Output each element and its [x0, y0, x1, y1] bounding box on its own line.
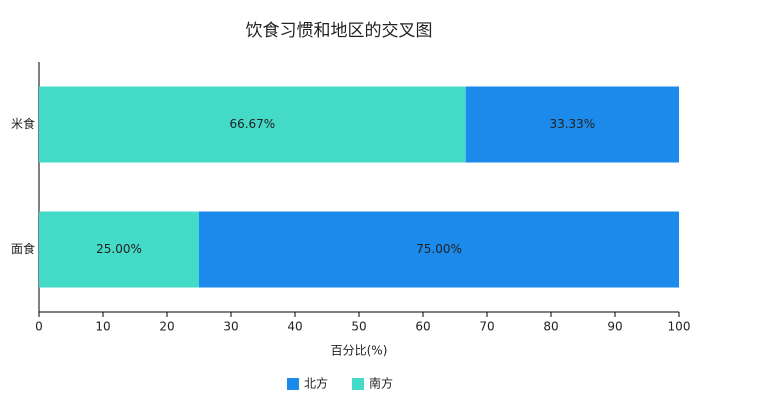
x-tick-label: 70: [479, 320, 494, 334]
x-tick-label: 100: [668, 320, 691, 334]
legend-swatch: [287, 378, 299, 390]
x-tick-label: 90: [607, 320, 622, 334]
data-label: 66.67%: [229, 117, 275, 131]
x-tick-label: 80: [543, 320, 558, 334]
x-tick-label: 0: [35, 320, 43, 334]
x-tick-label: 20: [159, 320, 174, 334]
legend-label: 北方: [304, 376, 328, 391]
legend-swatch: [352, 378, 364, 390]
x-axis-label: 百分比(%): [331, 344, 388, 358]
x-tick-label: 40: [287, 320, 302, 334]
data-label: 25.00%: [96, 242, 142, 256]
bar-segment: [39, 211, 199, 288]
bar-segment: [39, 86, 466, 163]
data-label: 33.33%: [549, 117, 595, 131]
x-tick-label: 60: [415, 320, 430, 334]
x-tick-label: 50: [351, 320, 366, 334]
x-tick-label: 10: [95, 320, 110, 334]
bar-segment: [199, 211, 679, 288]
x-tick-label: 30: [223, 320, 238, 334]
y-tick-label: 面食: [11, 241, 35, 256]
legend-label: 南方: [369, 376, 393, 391]
y-tick-label: 米食: [11, 116, 35, 131]
chart-title: 饮食习惯和地区的交叉图: [246, 21, 433, 41]
bar-segment: [465, 86, 679, 163]
data-label: 75.00%: [416, 242, 462, 256]
